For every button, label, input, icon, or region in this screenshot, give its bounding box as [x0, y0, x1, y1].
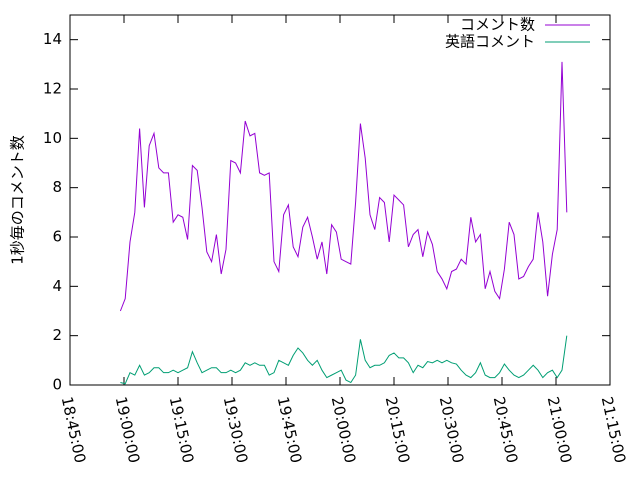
x-tick-label: 19:15:00	[166, 395, 198, 465]
legend-label: 英語コメント	[445, 33, 535, 51]
y-axis-label: 1秒毎のコメント数	[9, 135, 27, 265]
x-tick-label: 20:00:00	[328, 395, 360, 465]
legend-label: コメント数	[460, 16, 535, 34]
y-tick-label: 12	[43, 80, 62, 98]
y-tick-label: 0	[52, 376, 62, 394]
x-tick-label: 20:15:00	[382, 395, 414, 465]
series-line	[120, 335, 568, 385]
y-tick-label: 8	[52, 178, 62, 196]
y-tick-label: 10	[43, 129, 62, 147]
y-tick-label: 6	[52, 228, 62, 246]
x-tick-label: 20:30:00	[436, 395, 468, 465]
plot-frame	[69, 14, 611, 386]
x-tick-label: 19:00:00	[112, 395, 144, 465]
x-tick-label: 19:30:00	[220, 395, 252, 465]
x-tick-label: 18:45:00	[58, 395, 90, 465]
x-tick-label: 21:00:00	[544, 395, 576, 465]
y-tick-label: 4	[52, 277, 62, 295]
series-line	[119, 61, 568, 312]
x-tick-label: 20:45:00	[490, 395, 522, 465]
y-tick-label: 2	[52, 326, 62, 344]
y-tick-label: 14	[43, 30, 62, 48]
x-tick-label: 19:45:00	[274, 395, 306, 465]
x-tick-label: 21:15:00	[598, 395, 630, 465]
